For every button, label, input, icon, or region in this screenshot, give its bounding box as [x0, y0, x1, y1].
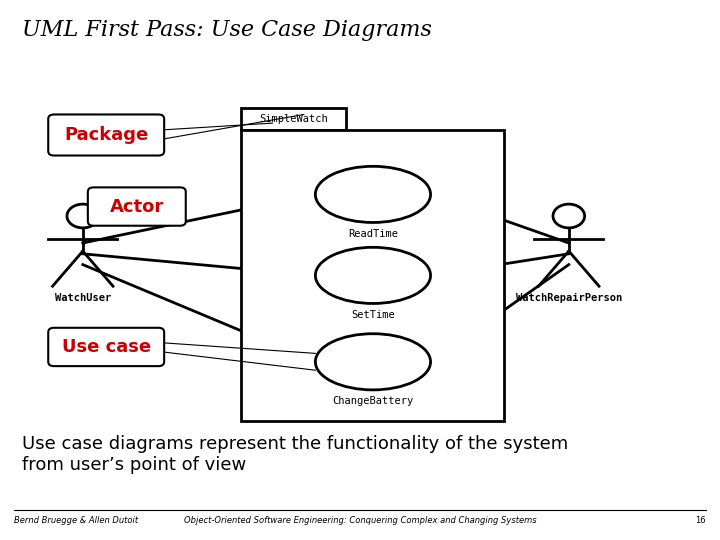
Text: WatchUser: WatchUser [55, 293, 111, 303]
Text: UML First Pass: Use Case Diagrams: UML First Pass: Use Case Diagrams [22, 19, 431, 41]
FancyBboxPatch shape [48, 114, 164, 156]
Text: Use case diagrams represent the functionality of the system
from user’s point of: Use case diagrams represent the function… [22, 435, 568, 474]
Ellipse shape [315, 247, 431, 303]
Text: Bernd Bruegge & Allen Dutoit: Bernd Bruegge & Allen Dutoit [14, 516, 138, 525]
Text: Use case: Use case [62, 338, 150, 356]
Text: ChangeBattery: ChangeBattery [333, 396, 413, 407]
Ellipse shape [315, 334, 431, 390]
Text: SetTime: SetTime [351, 310, 395, 320]
Text: Actor: Actor [109, 198, 164, 215]
Text: 16: 16 [695, 516, 706, 525]
Bar [241, 130, 504, 421]
FancyBboxPatch shape [48, 328, 164, 366]
FancyBboxPatch shape [88, 187, 186, 226]
Ellipse shape [315, 166, 431, 222]
Text: WatchRepairPerson: WatchRepairPerson [516, 293, 622, 303]
Text: SimpleWatch: SimpleWatch [259, 114, 328, 124]
Text: ReadTime: ReadTime [348, 229, 398, 239]
Text: Package: Package [64, 126, 148, 144]
Bar [241, 108, 346, 130]
Text: Object-Oriented Software Engineering: Conquering Complex and Changing Systems: Object-Oriented Software Engineering: Co… [184, 516, 536, 525]
